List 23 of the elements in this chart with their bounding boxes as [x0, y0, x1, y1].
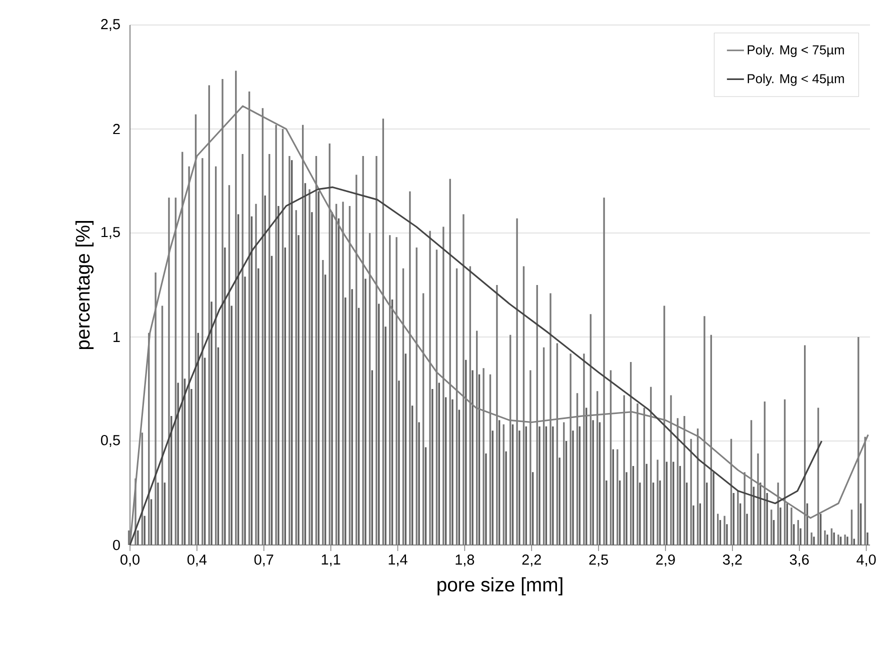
x-tick-label: 0,7 — [254, 554, 274, 566]
line-series — [129, 186, 822, 546]
y-tick-label: 2 — [113, 124, 120, 134]
x-tick-label: 1,8 — [456, 554, 474, 566]
x-tick-label: 2,2 — [522, 554, 541, 566]
x-tick-label: 0,0 — [120, 554, 140, 566]
x-tick-label: 4,0 — [856, 554, 876, 566]
x-tick-label: 2,9 — [656, 554, 675, 566]
y-tick-label: 2,5 — [101, 19, 120, 31]
x-tick-label: 3,6 — [790, 554, 809, 566]
x-tick-label: 0,4 — [187, 554, 207, 566]
y-axis-title: percentage [%] — [75, 221, 94, 350]
legend-label: Poly. Mg < 75µm — [748, 44, 844, 58]
x-axis-title: pore size [mm] — [438, 577, 562, 596]
x-tick-label: 3,2 — [722, 554, 742, 566]
x-tick-label: 1,4 — [388, 554, 408, 566]
y-tick-label: 0,5 — [100, 435, 120, 447]
legend-label: Poly. Mg < 45µm — [748, 74, 844, 86]
x-tick-label: 2,5 — [589, 554, 608, 566]
y-tick-label: 0 — [113, 540, 120, 550]
x-tick-label: 1,1 — [322, 554, 340, 566]
y-tick-label: 1 — [114, 332, 120, 342]
y-tick-label: 1,5 — [102, 227, 120, 239]
